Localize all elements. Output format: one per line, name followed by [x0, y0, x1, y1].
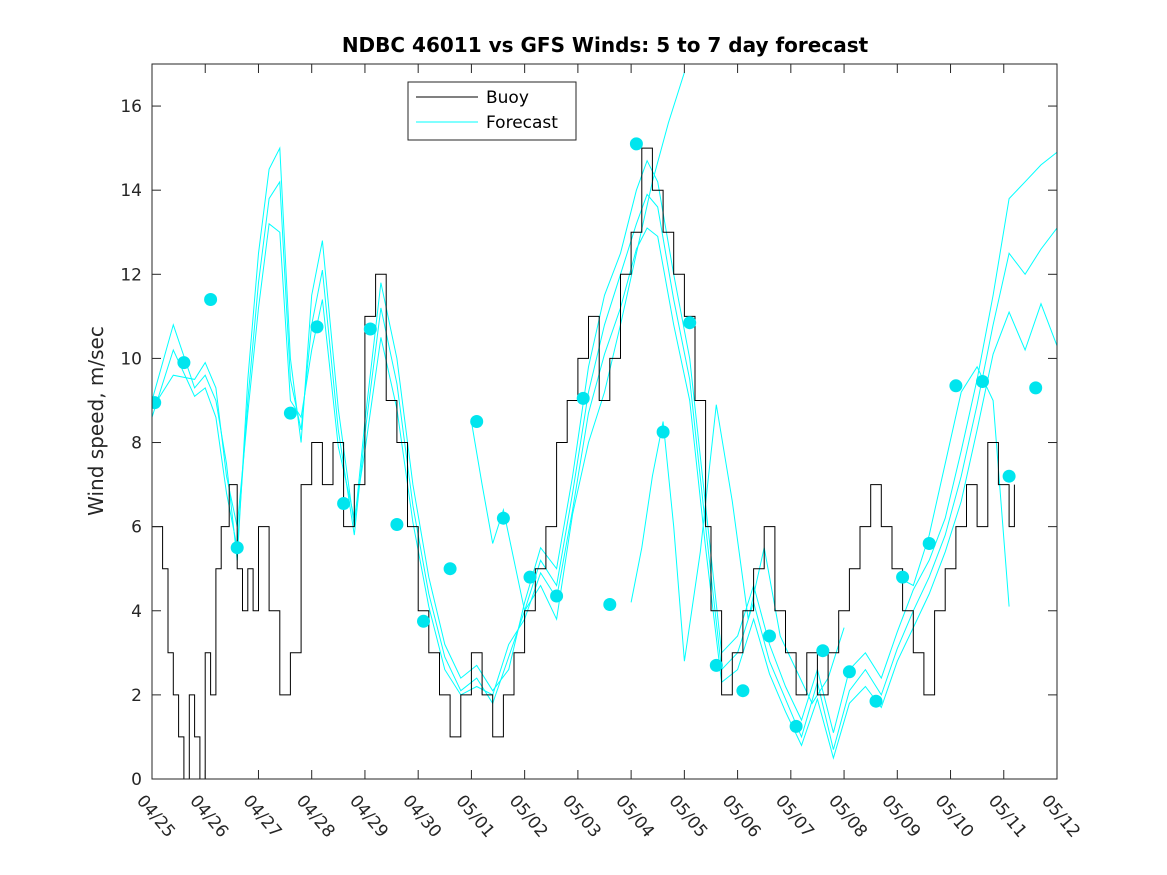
y-tick-label: 2 [131, 686, 142, 706]
forecast-point [603, 598, 617, 611]
forecast-point [816, 644, 830, 658]
legend-buoy-label: Buoy [486, 88, 529, 108]
forecast-point [337, 497, 351, 510]
x-tick-label: 05/02 [505, 791, 552, 841]
forecast-point [283, 406, 297, 420]
x-tick-label: 04/26 [185, 791, 232, 841]
forecast-point [363, 322, 377, 336]
y-axis-label: Wind speed, m/sec [84, 326, 108, 516]
x-tick-label: 05/11 [984, 791, 1031, 841]
forecast-point [550, 589, 564, 603]
x-tick-label: 05/03 [558, 791, 605, 841]
x-tick-label: 05/01 [452, 791, 499, 841]
axes-box [151, 63, 1058, 780]
forecast-point [1029, 381, 1043, 395]
x-tick-label: 04/25 [132, 791, 179, 841]
plot-area [152, 72, 1057, 779]
y-tick-label: 10 [120, 349, 142, 369]
y-tick-label: 14 [120, 181, 142, 201]
forecast-point [204, 293, 218, 306]
forecast-point [949, 379, 963, 393]
y-tick-label: 0 [131, 770, 142, 790]
forecast-point [496, 511, 510, 525]
x-tick-label: 04/28 [292, 791, 339, 841]
buoy-line [152, 147, 1015, 779]
forecast-point [310, 320, 324, 334]
forecast-point [230, 541, 244, 555]
forecast-point [922, 537, 936, 550]
forecast-line-1 [152, 146, 1057, 733]
x-tick-label: 04/29 [345, 791, 392, 841]
forecast-point [869, 694, 883, 708]
chart-title: NDBC 46011 vs GFS Winds: 5 to 7 day fore… [342, 33, 869, 57]
y-tick-label: 16 [120, 97, 142, 117]
forecast-point [629, 137, 643, 151]
legend-forecast-label: Forecast [486, 113, 558, 133]
x-tick-label: 05/04 [611, 791, 658, 841]
forecast-point [523, 570, 537, 584]
forecast-line-4 [470, 72, 685, 621]
forecast-point [177, 356, 191, 370]
x-tick-label: 04/27 [239, 791, 286, 841]
x-tick-label: 05/06 [718, 791, 765, 841]
forecast-point [789, 719, 803, 733]
forecast-point [896, 570, 910, 584]
plot-series [152, 72, 1057, 779]
forecast-point [470, 415, 484, 428]
x-tick-label: 05/09 [877, 791, 924, 841]
x-tick-label: 05/07 [771, 791, 818, 841]
x-tick-label: 05/05 [665, 791, 712, 841]
forecast-line-6 [897, 365, 1010, 607]
x-tick-label: 04/30 [398, 791, 445, 841]
forecast-point [736, 684, 750, 698]
forecast-point [1002, 469, 1016, 483]
forecast-point [390, 518, 404, 531]
forecast-line-2 [152, 180, 1057, 750]
legend: Buoy Forecast [407, 81, 577, 141]
forecast-point [417, 614, 430, 628]
forecast-point [976, 375, 989, 388]
y-tick-label: 4 [131, 602, 142, 622]
forecast-point [683, 316, 697, 330]
x-tick-label: 05/08 [824, 791, 871, 841]
legend-box [407, 81, 577, 141]
forecast-point [656, 425, 670, 439]
x-tick-label: 05/10 [931, 791, 978, 841]
x-tick-label: 05/12 [1037, 791, 1084, 841]
forecast-point [443, 562, 457, 576]
y-tick-label: 12 [120, 265, 142, 285]
forecast-point [576, 391, 590, 405]
forecast-line-5 [630, 404, 845, 705]
forecast-point [709, 658, 723, 672]
y-tick-label: 6 [131, 518, 142, 538]
forecast-point [763, 629, 776, 643]
forecast-line-3 [152, 222, 1057, 760]
y-tick-label: 8 [131, 434, 142, 454]
axes: 0 2 4 6 8 10 12 14 16 04/25 04/26 04/27 04/28 04/29 04… [120, 63, 1084, 842]
forecast-point [842, 665, 856, 679]
forecast-point [152, 396, 162, 410]
